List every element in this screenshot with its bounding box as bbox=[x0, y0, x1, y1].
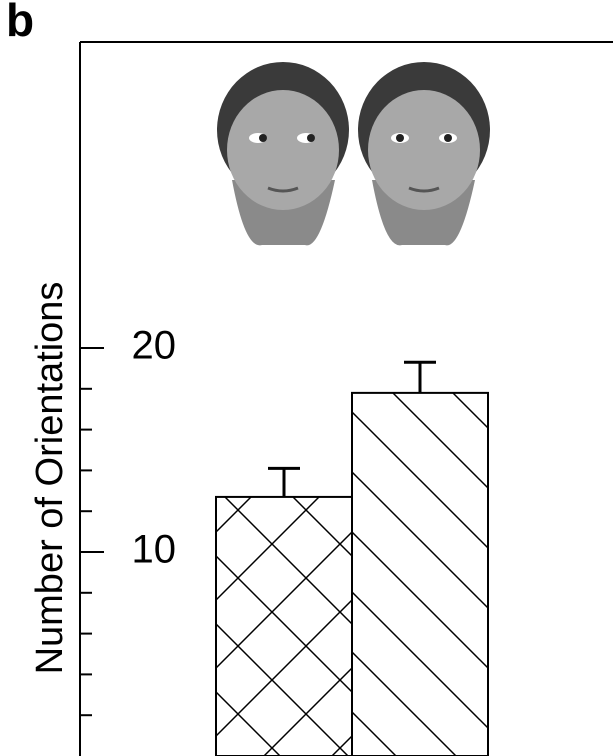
error-bar bbox=[404, 362, 436, 393]
y-tick-label: 10 bbox=[132, 528, 177, 572]
face bbox=[358, 62, 490, 245]
bar bbox=[352, 393, 488, 756]
error-bar bbox=[268, 468, 300, 497]
face-images bbox=[217, 62, 490, 245]
y-tick-label: 20 bbox=[132, 324, 177, 368]
bar bbox=[216, 497, 352, 756]
panel-label: b bbox=[6, 0, 34, 46]
face bbox=[217, 62, 349, 245]
chart: b Number of Orientations 10 20 bbox=[0, 0, 613, 756]
y-axis-label: Number of Orientations bbox=[29, 282, 71, 675]
